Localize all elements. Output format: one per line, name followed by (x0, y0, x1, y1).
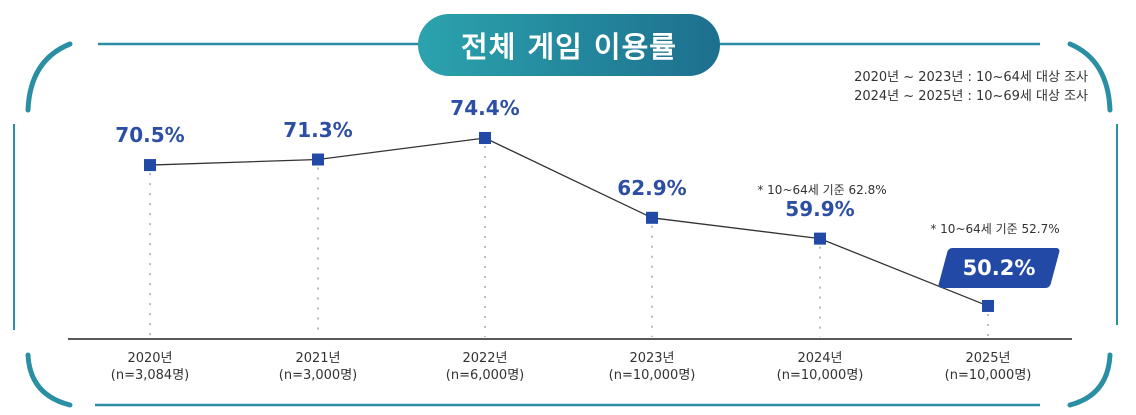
year-label: 2023년 (629, 351, 675, 366)
data-point (312, 153, 324, 166)
data-label: 59.9% (785, 196, 855, 221)
survey-note: 2020년 ~ 2023년 : 10~64세 대상 조사 2024년 ~ 202… (854, 68, 1088, 106)
x-tick-label: 2024년 (n=10,000명) (777, 350, 864, 384)
sample-size: (n=10,000명) (608, 368, 696, 383)
x-tick-label: 2021년 (n=3,000명) (279, 350, 357, 384)
data-point (479, 132, 491, 144)
annotation: * 10~64세 기준 52.7% (930, 222, 1060, 236)
year-label: 2022년 (462, 351, 508, 366)
data-label: 70.5% (115, 123, 185, 148)
survey-note-line: 2020년 ~ 2023년 : 10~64세 대상 조사 (854, 70, 1088, 85)
sample-size: (n=10,000명) (944, 368, 1032, 383)
year-label: 2021년 (295, 351, 341, 366)
year-label: 2024년 (797, 351, 843, 366)
data-label-highlight: 50.2% (962, 256, 1036, 280)
frame-corner-bl (25, 352, 73, 408)
data-label: 62.9% (617, 175, 687, 200)
data-label: 71.3% (283, 117, 353, 142)
year-label: 2020년 (127, 351, 173, 366)
chart-title: 전체 게임 이용률 (418, 14, 720, 76)
survey-note-line: 2024년 ~ 2025년 : 10~69세 대상 조사 (854, 89, 1088, 104)
sample-size: (n=3,000명) (278, 368, 358, 383)
data-point (814, 232, 826, 245)
data-point (144, 159, 156, 172)
data-point (982, 299, 994, 312)
x-tick-label: 2023년 (n=10,000명) (609, 350, 696, 384)
frame-corner-br (1067, 352, 1113, 408)
series-line (149, 137, 989, 307)
data-label: 74.4% (450, 96, 520, 120)
x-tick-label: 2020년 (n=3,084명) (111, 350, 189, 384)
frame-corner-tl (25, 41, 73, 113)
data-point (646, 211, 658, 224)
sample-size: (n=10,000명) (776, 368, 864, 383)
x-tick-label: 2025년 (n=10,000명) (945, 350, 1032, 384)
x-tick-label: 2022년 (n=6,000명) (446, 350, 524, 384)
sample-size: (n=6,000명) (445, 368, 525, 383)
year-label: 2025년 (965, 351, 1011, 366)
sample-size: (n=3,084명) (110, 368, 190, 383)
annotation: * 10~64세 기준 62.8% (757, 183, 887, 197)
frame-corner-tr (1067, 41, 1113, 113)
